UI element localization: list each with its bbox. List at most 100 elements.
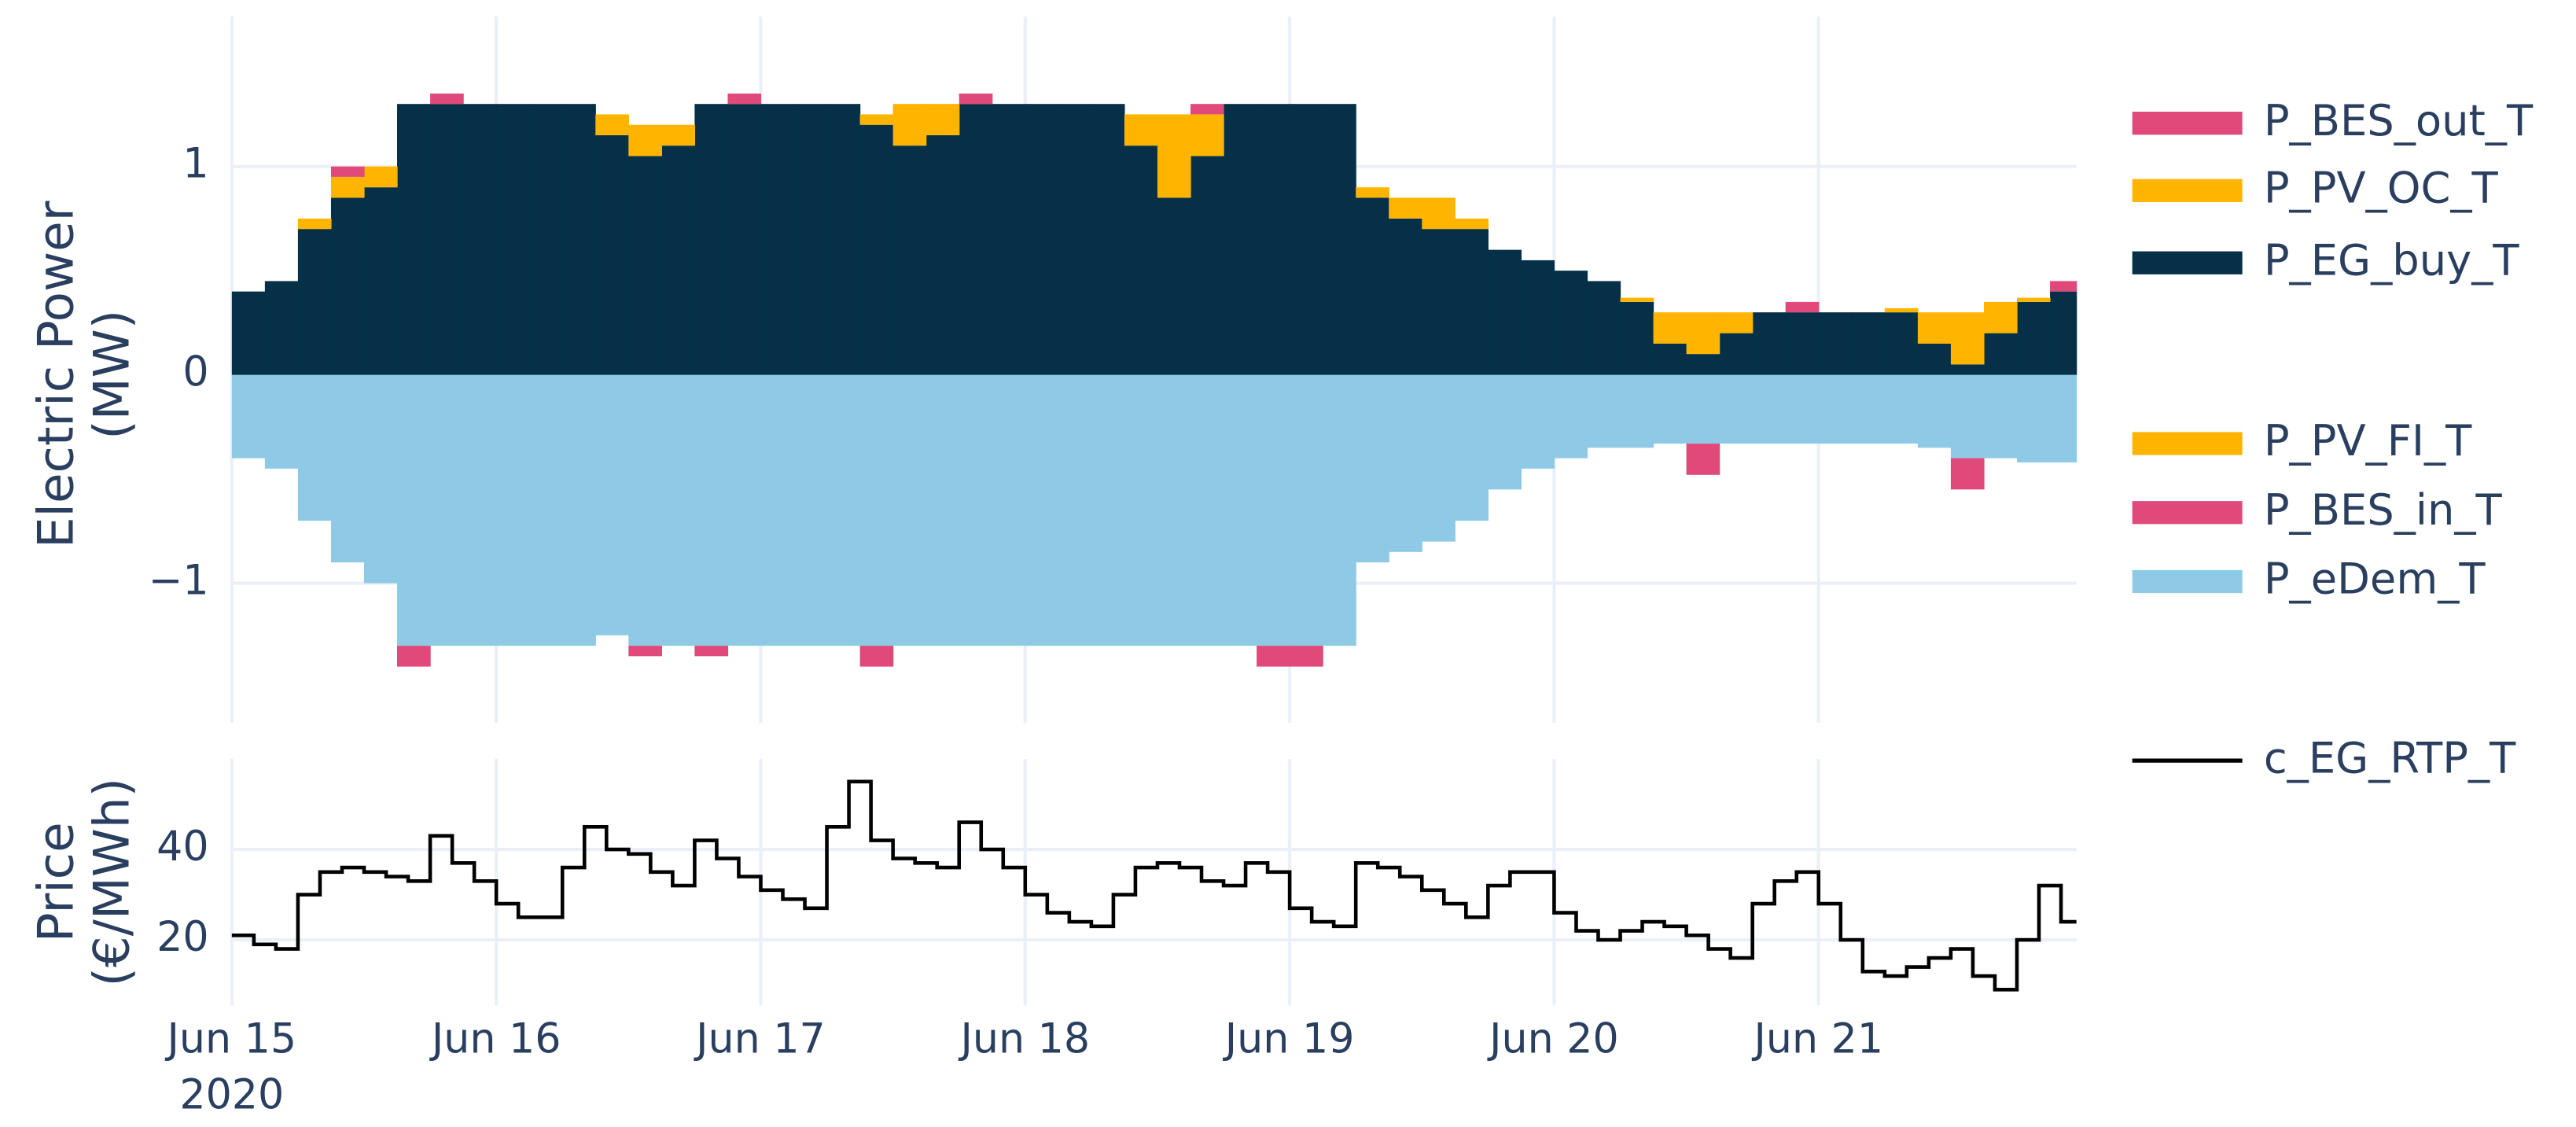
bar-segment: [264, 374, 299, 469]
bar-segment: [926, 104, 960, 135]
bar-segment: [1190, 156, 1224, 375]
bar-segment: [1290, 374, 1323, 646]
bar-segment: [430, 374, 464, 646]
bar-segment: [397, 374, 431, 646]
bar-segment: [1884, 374, 1919, 444]
bar-segment: [1224, 374, 1257, 646]
bar-segment: [297, 218, 332, 230]
bar-segment: [1224, 104, 1257, 375]
bar-segment: [926, 134, 960, 375]
bar-segment: [1686, 374, 1720, 444]
bar-segment: [1554, 374, 1588, 459]
x-tick-label: Jun 21: [1751, 1015, 1883, 1063]
y-tick-label: 20: [156, 914, 208, 961]
bar-segment: [1752, 312, 1787, 375]
bar-segment: [859, 124, 894, 375]
bar-segment: [1554, 271, 1588, 375]
bar-segment: [1587, 281, 1621, 375]
bar-segment: [330, 374, 365, 563]
bar-segment: [1124, 114, 1158, 146]
bar-segment: [1917, 312, 1952, 344]
bar-segment: [1686, 354, 1720, 375]
bar-segment: [1488, 249, 1522, 375]
bar-segment: [1025, 374, 1059, 646]
marks: [231, 93, 2077, 992]
bar-segment: [529, 104, 563, 375]
y-axis-title: (MW): [83, 310, 141, 440]
bar-segment: [1190, 104, 1224, 115]
bar-segment: [1422, 229, 1455, 375]
bar-segment: [1091, 374, 1125, 646]
bar-segment: [1356, 374, 1389, 563]
bar-segment: [992, 374, 1026, 646]
bar-segment: [661, 374, 696, 646]
x-tick-label: Jun 20: [1487, 1015, 1619, 1063]
bar-segment: [1917, 374, 1952, 448]
bar-segment: [859, 374, 894, 646]
bar-segment: [1290, 104, 1323, 375]
bar-segment: [1983, 374, 2018, 459]
bar-segment: [1983, 301, 2018, 333]
bar-segment: [1884, 308, 1919, 313]
bar-segment: [1190, 114, 1224, 157]
legend-swatch: [2132, 112, 2243, 135]
bar-segment: [1124, 145, 1158, 375]
bar-segment: [826, 374, 861, 646]
bar-segment: [562, 374, 596, 646]
bar-segment: [1950, 364, 1985, 375]
bar-segment: [496, 374, 530, 646]
bar-segment: [1950, 374, 1985, 459]
bar-segment: [793, 374, 828, 646]
bar-segment: [2050, 374, 2077, 462]
bar-segment: [1653, 312, 1687, 344]
bar-segment: [1521, 260, 1555, 375]
bar-segment: [1851, 312, 1886, 375]
bar-segment: [1422, 197, 1455, 230]
labels: −1 0 1 Electric Power(MW) P_BES_out_T P_PV_OC…: [28, 96, 2534, 1119]
bar-segment: [1785, 312, 1820, 375]
bar-segment: [1488, 374, 1522, 490]
bar-segment: [760, 104, 795, 375]
bar-segment: [363, 166, 398, 188]
bar-segment: [1620, 301, 1654, 375]
y-tick-label: −1: [149, 558, 209, 605]
bar-segment: [264, 281, 299, 375]
bar-segment: [628, 374, 662, 646]
bar-segment: [1058, 104, 1092, 375]
x-tick-label: Jun 16: [429, 1015, 561, 1063]
bar-segment: [628, 646, 662, 657]
legend-label: P_BES_in_T: [2264, 485, 2503, 535]
bar-segment: [1983, 333, 2018, 375]
bar-segment: [1257, 104, 1290, 375]
bar-segment: [1124, 374, 1158, 646]
bar-segment: [1950, 458, 1985, 490]
bar-segment: [2050, 291, 2077, 375]
legend-swatch: [2132, 501, 2243, 525]
y-axis-title: Price: [28, 822, 85, 942]
legend-label: P_PV_FI_T: [2264, 416, 2472, 466]
bar-segment: [496, 104, 530, 375]
bar-segment: [297, 374, 332, 521]
bar-segment: [529, 374, 563, 646]
bar-segment: [926, 374, 960, 646]
bar-segment: [859, 114, 894, 125]
bar-segment: [1058, 374, 1092, 646]
bar-segment: [1587, 374, 1621, 448]
bar-segment: [959, 374, 993, 646]
bar-segment: [1950, 312, 1985, 365]
bar-segment: [727, 374, 762, 646]
bar-segment: [959, 104, 993, 375]
bar-segment: [430, 93, 464, 105]
y-tick-label: 40: [156, 823, 208, 871]
legend-label: P_EG_buy_T: [2264, 235, 2520, 285]
bar-segment: [2050, 281, 2077, 292]
bar-segment: [1455, 229, 1489, 375]
bar-segment: [1190, 374, 1224, 646]
bar-segment: [694, 104, 729, 375]
bar-segment: [1620, 297, 1654, 302]
y-tick-label: 0: [182, 349, 208, 396]
bar-segment: [760, 374, 795, 646]
bar-segment: [1356, 187, 1389, 198]
bar-segment: [397, 104, 431, 375]
